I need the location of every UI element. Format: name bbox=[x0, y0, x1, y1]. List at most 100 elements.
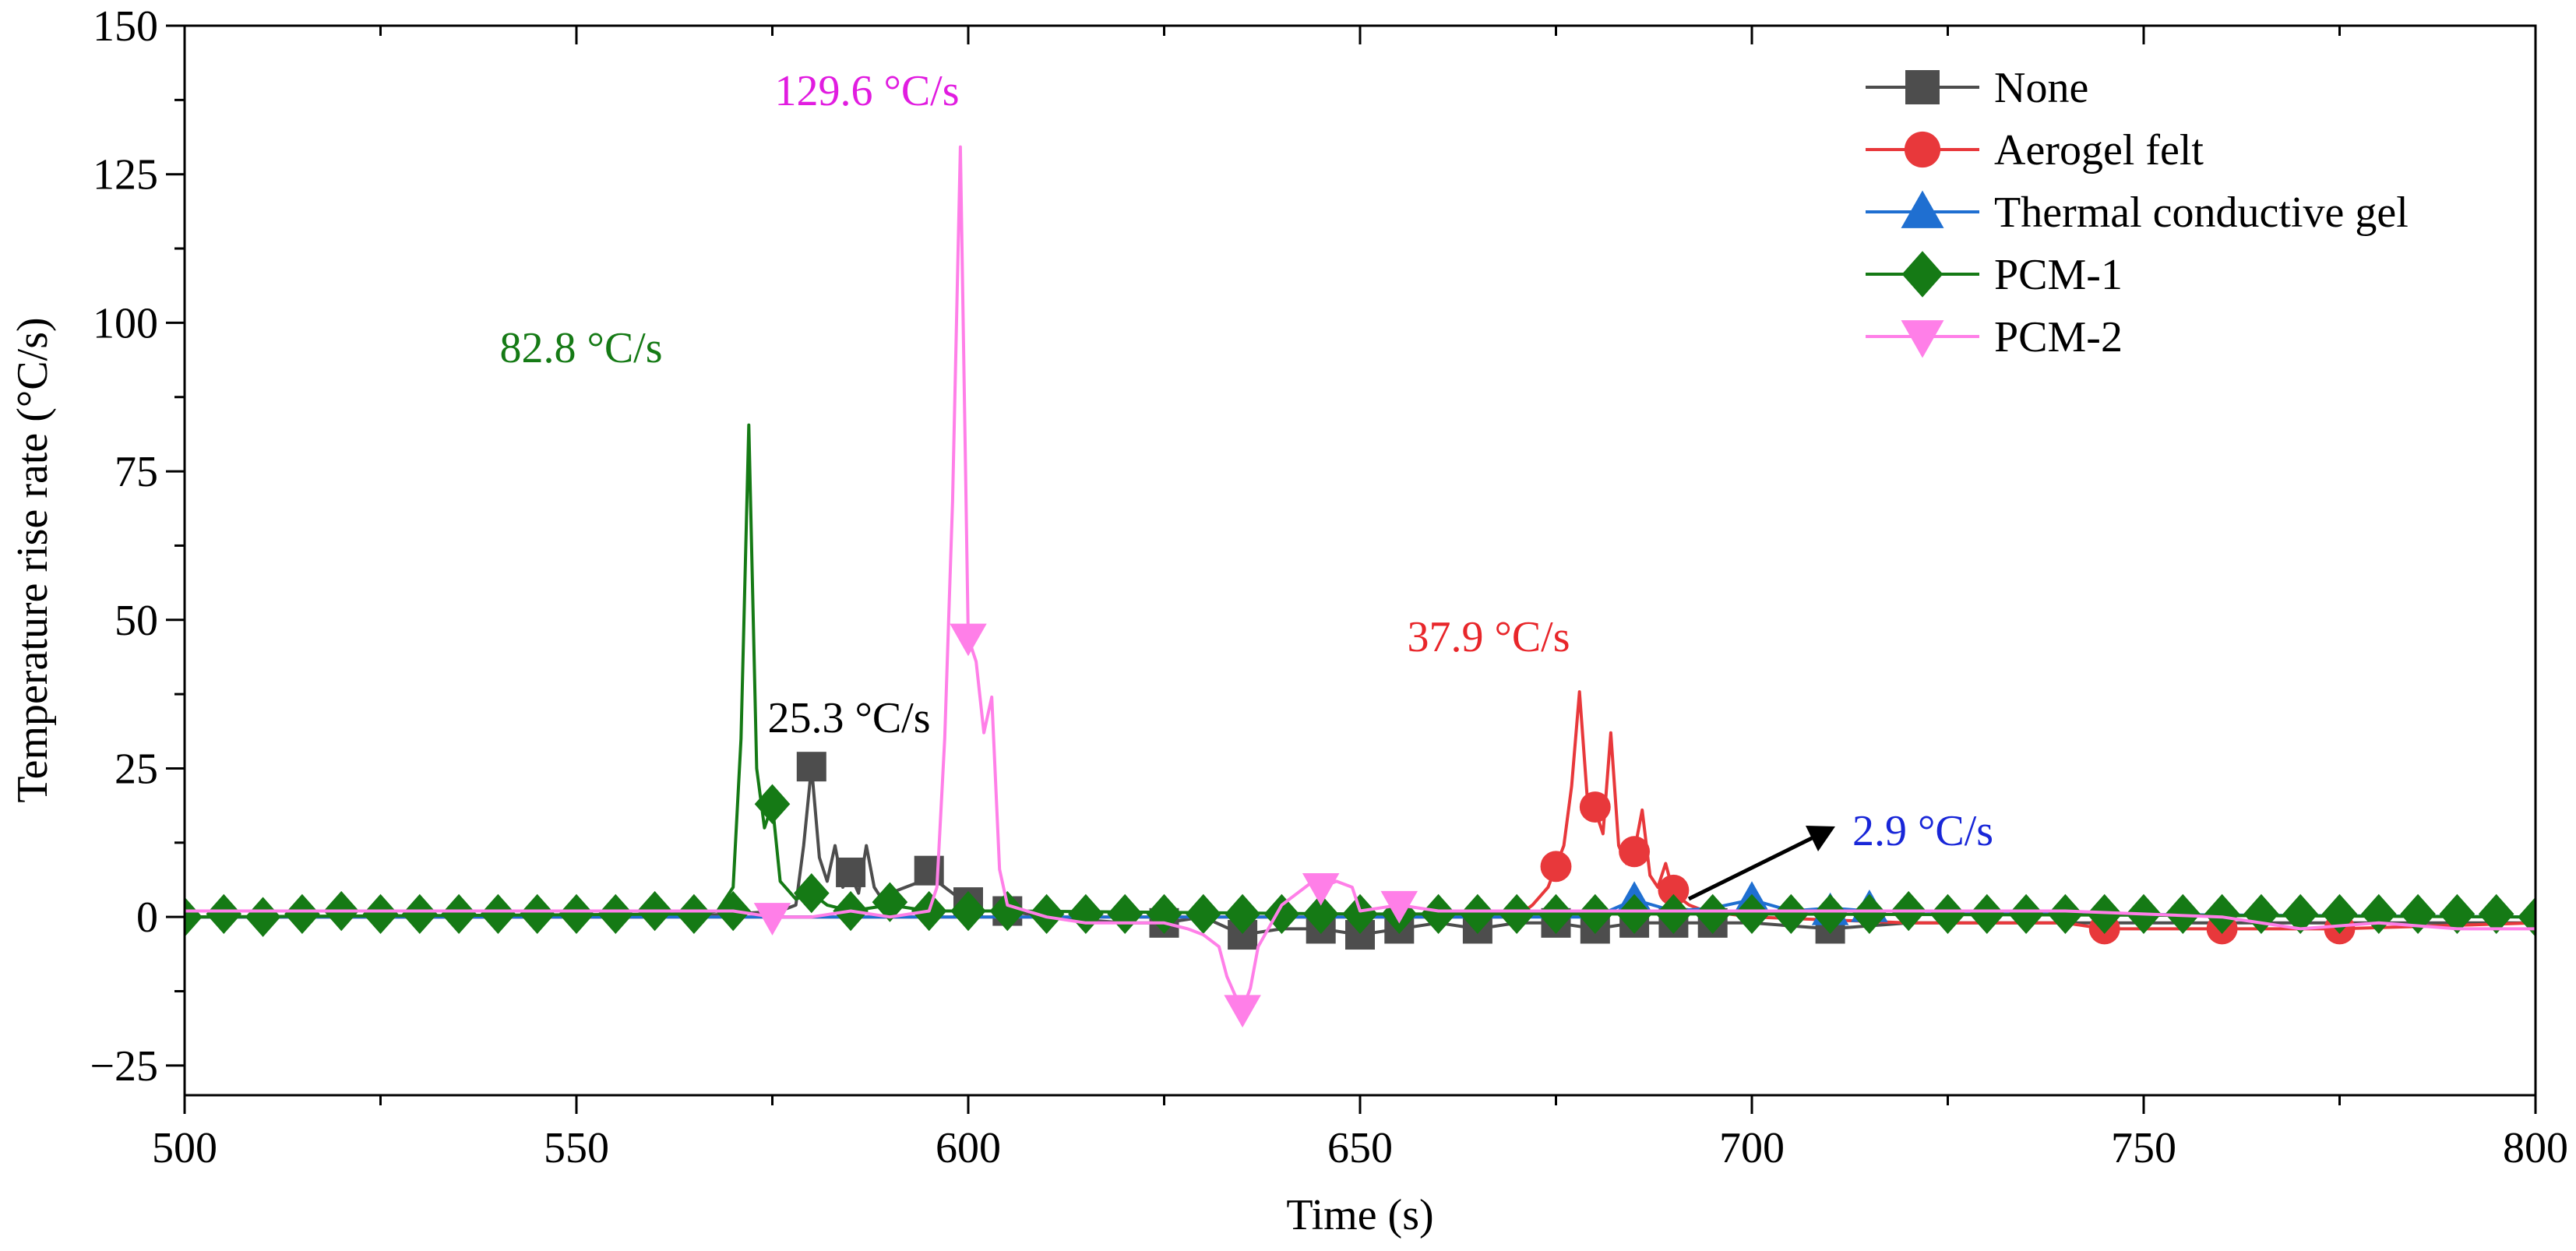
annotation-layer: 82.8 °C/s 129.6 °C/s 25.3 °C/s 37.9 °C/s… bbox=[499, 67, 1993, 901]
y-axis-label: Temperature rise rate (°C/s) bbox=[9, 317, 57, 802]
legend-item: None bbox=[1866, 64, 2088, 112]
data-point bbox=[441, 893, 477, 935]
y-tick-label: 150 bbox=[93, 2, 158, 51]
data-point bbox=[1619, 836, 1651, 868]
data-point bbox=[1342, 893, 1378, 935]
data-point bbox=[2518, 897, 2535, 937]
data-point bbox=[1969, 893, 2005, 935]
annotation-aerogel-peak: 37.9 °C/s bbox=[1407, 613, 1570, 661]
legend-item: PCM-2 bbox=[1866, 313, 2123, 361]
data-point bbox=[245, 897, 281, 937]
data-point bbox=[402, 893, 438, 935]
data-point bbox=[2439, 893, 2476, 935]
data-point bbox=[206, 893, 242, 935]
x-tick-label: 700 bbox=[1719, 1124, 1785, 1172]
y-tick-label: 0 bbox=[136, 893, 158, 942]
x-axis-label: Time (s) bbox=[1286, 1191, 1433, 1239]
data-point bbox=[1929, 893, 1966, 935]
data-point bbox=[2204, 893, 2240, 935]
legend-label: Thermal conductive gel bbox=[1994, 189, 2409, 237]
data-point bbox=[480, 893, 516, 935]
legend-marker bbox=[1904, 131, 1941, 168]
data-point bbox=[1499, 893, 1535, 935]
data-point bbox=[836, 857, 866, 887]
data-point bbox=[1302, 893, 1339, 935]
data-point bbox=[1420, 893, 1457, 935]
data-point bbox=[950, 623, 987, 657]
legend-label: None bbox=[1994, 64, 2088, 112]
annotation-arrow-head bbox=[1806, 826, 1835, 851]
data-point bbox=[676, 893, 712, 935]
axis-layer: 500 550 600 650 700 750 800 −25 0 25 50 75 100 125 150 bbox=[90, 2, 2568, 1172]
data-point bbox=[1773, 893, 1810, 935]
data-point bbox=[1694, 893, 1731, 935]
data-point bbox=[519, 893, 555, 935]
series-layer bbox=[185, 145, 2535, 1028]
data-point bbox=[753, 903, 791, 936]
legend-marker bbox=[1901, 320, 1944, 358]
y-tick-label: 100 bbox=[93, 299, 158, 347]
series-4 bbox=[185, 145, 2535, 1028]
x-tick-label: 550 bbox=[544, 1124, 609, 1172]
data-point bbox=[1302, 872, 1340, 906]
legend-marker bbox=[1901, 251, 1943, 298]
data-point bbox=[989, 890, 1026, 932]
data-point bbox=[1852, 893, 1887, 935]
data-point bbox=[794, 873, 830, 914]
data-point bbox=[950, 890, 986, 932]
data-point bbox=[872, 882, 908, 922]
data-point bbox=[1616, 893, 1652, 935]
legend-label: PCM-1 bbox=[1994, 251, 2123, 299]
data-point bbox=[362, 893, 399, 935]
data-point bbox=[1658, 874, 1690, 906]
data-point bbox=[2361, 893, 2397, 935]
data-point bbox=[1380, 890, 1418, 924]
data-point bbox=[1579, 791, 1611, 823]
legend-item: PCM-1 bbox=[1866, 251, 2123, 299]
x-tick-label: 650 bbox=[1327, 1124, 1393, 1172]
annotation-none-peak: 25.3 °C/s bbox=[767, 694, 930, 742]
legend-label: PCM-2 bbox=[1994, 313, 2123, 361]
data-point bbox=[754, 784, 791, 824]
y-tick-label: 125 bbox=[93, 151, 158, 199]
y-tick-label: 25 bbox=[115, 745, 158, 793]
data-point bbox=[1186, 893, 1221, 935]
data-point bbox=[1734, 893, 1770, 935]
data-point bbox=[1540, 851, 1572, 883]
data-point bbox=[597, 893, 634, 935]
y-tick-label: 75 bbox=[115, 448, 158, 496]
x-tick-label: 600 bbox=[936, 1124, 1001, 1172]
x-tick-label: 800 bbox=[2503, 1124, 2568, 1172]
data-point bbox=[796, 752, 826, 782]
y-tick-label: 50 bbox=[115, 597, 158, 645]
data-point bbox=[1812, 893, 1848, 935]
data-point bbox=[1225, 893, 1260, 935]
annotation-arrow-line bbox=[1687, 834, 1817, 901]
data-point bbox=[1028, 893, 1065, 935]
legend-label: Aerogel felt bbox=[1994, 126, 2204, 174]
legend-marker bbox=[1905, 70, 1940, 104]
data-point bbox=[2400, 893, 2436, 935]
legend-item: Thermal conductive gel bbox=[1866, 189, 2409, 237]
annotation-gel-peak: 2.9 °C/s bbox=[1852, 807, 1993, 855]
legend-marker bbox=[1901, 190, 1944, 228]
x-tick-label: 750 bbox=[2111, 1124, 2176, 1172]
data-point bbox=[1224, 995, 1261, 1028]
legend-item: Aerogel felt bbox=[1866, 126, 2204, 174]
data-point bbox=[1655, 893, 1692, 935]
data-point bbox=[2008, 893, 2044, 935]
data-point bbox=[284, 893, 320, 935]
data-point bbox=[1460, 893, 1496, 935]
data-point bbox=[559, 893, 594, 935]
data-point bbox=[2047, 893, 2084, 935]
x-tick-label: 500 bbox=[152, 1124, 217, 1172]
data-point bbox=[2243, 893, 2279, 935]
data-point bbox=[1538, 893, 1574, 935]
data-point bbox=[1263, 893, 1300, 935]
legend: None Aerogel felt Thermal conductive gel PC… bbox=[1866, 64, 2409, 361]
y-tick-label: −25 bbox=[90, 1042, 158, 1091]
data-point bbox=[1577, 893, 1613, 935]
annotation-pcm1-peak: 82.8 °C/s bbox=[499, 324, 662, 372]
